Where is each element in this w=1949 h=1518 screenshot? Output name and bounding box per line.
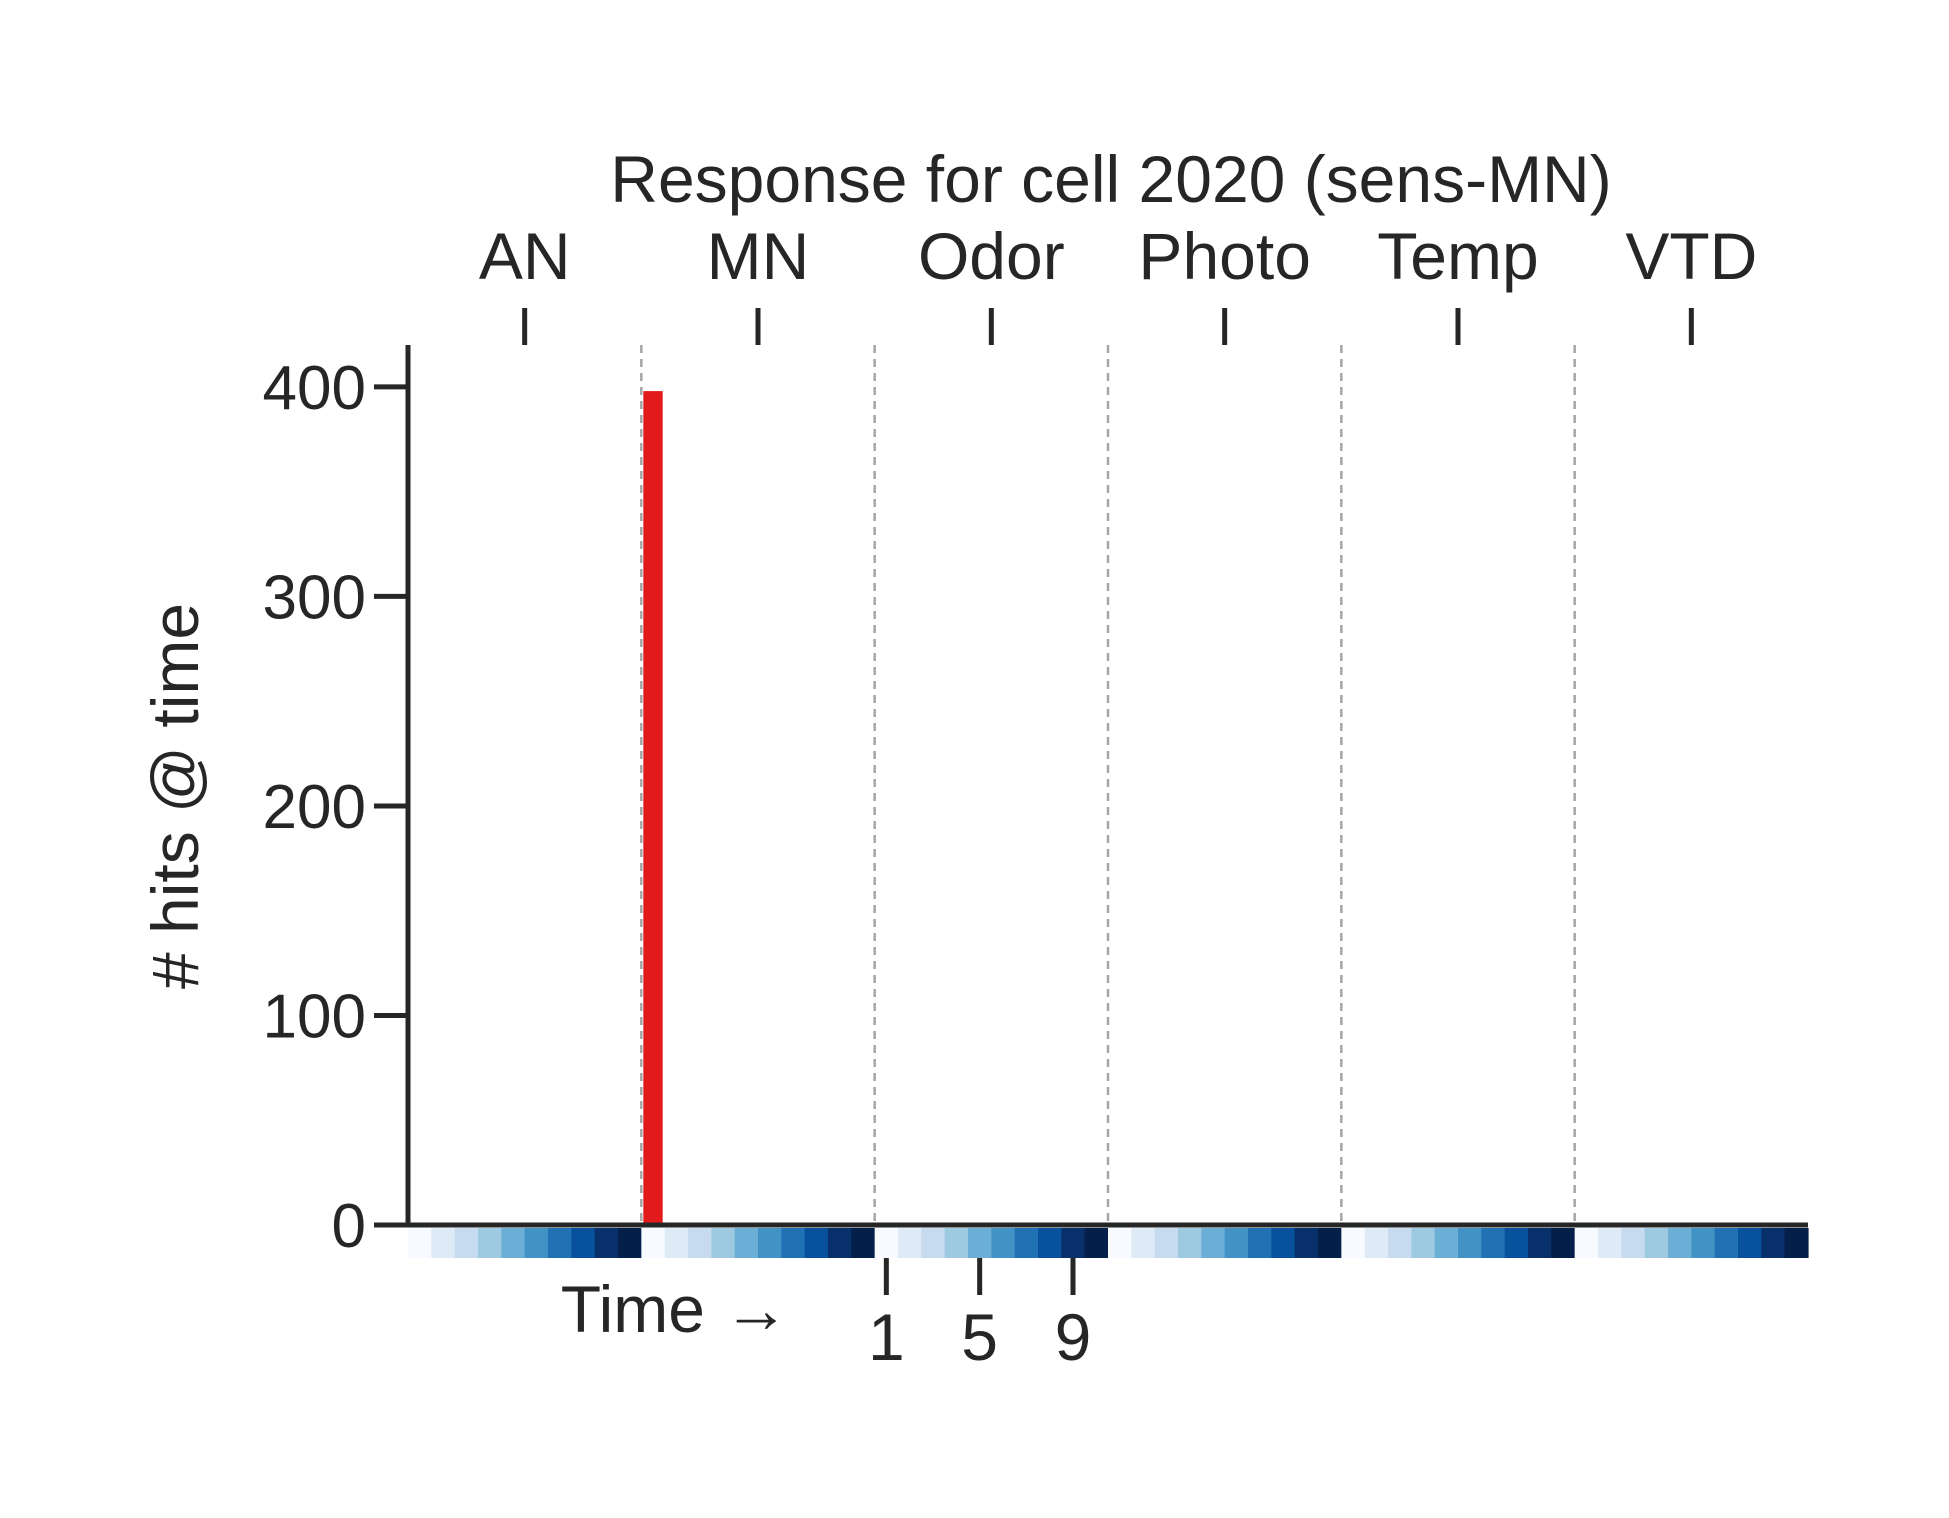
colorbar-cell <box>548 1228 572 1258</box>
colorbar-cell <box>1691 1228 1716 1258</box>
group-separators <box>640 345 1576 1225</box>
colorbar-cell <box>524 1228 549 1258</box>
colorbar-cell <box>898 1228 922 1258</box>
colorbar-cell <box>711 1228 736 1258</box>
group-label-photo: Photo <box>1138 219 1310 293</box>
time-tick-label: 1 <box>868 1300 905 1374</box>
colorbar-cell <box>804 1228 829 1258</box>
colorbar-cell <box>1154 1228 1179 1258</box>
colorbar-cell <box>664 1228 689 1258</box>
colorbar-cell <box>1644 1228 1669 1258</box>
colorbar-cell <box>1341 1228 1366 1258</box>
colorbar-cell <box>571 1228 596 1258</box>
group-label-odor: Odor <box>918 219 1065 293</box>
colorbar-cell <box>1178 1228 1202 1258</box>
colorbar-cell <box>478 1228 502 1258</box>
colorbar-cell <box>991 1228 1016 1258</box>
colorbar-cell <box>1528 1228 1552 1258</box>
time-tick-label: 9 <box>1055 1300 1092 1374</box>
colorbar-cell <box>758 1228 782 1258</box>
group-ticks: AN MN Odor Photo Temp VTD <box>479 219 1757 345</box>
colorbar-cell <box>968 1228 992 1258</box>
group-label-mn: MN <box>707 219 810 293</box>
chart-title: Response for cell 2020 (sens-MN) <box>610 142 1611 216</box>
y-tick-label: 400 <box>263 354 366 423</box>
colorbar-cell <box>851 1228 876 1258</box>
group-label-an: AN <box>479 219 571 293</box>
bars <box>643 391 663 1226</box>
colorbar-cell <box>1271 1228 1296 1258</box>
colorbar-cell <box>1318 1228 1342 1258</box>
time-tick-label: 5 <box>961 1300 998 1374</box>
colorbar-cell <box>1248 1228 1272 1258</box>
colorbar-cell <box>1131 1228 1156 1258</box>
colorbar-cell <box>1038 1228 1062 1258</box>
colorbar-cell <box>1551 1228 1576 1258</box>
colorbar-cell <box>688 1228 712 1258</box>
colorbar-cell <box>594 1228 619 1258</box>
colorbar-cell <box>1504 1228 1529 1258</box>
colorbar-cell <box>1364 1228 1389 1258</box>
colorbar-cell <box>1108 1228 1132 1258</box>
colorbar-cell <box>781 1228 806 1258</box>
colorbar-cell <box>1084 1228 1109 1258</box>
x-axis-label: Time → <box>561 1272 790 1346</box>
colorbar-cell <box>1411 1228 1436 1258</box>
colorbar-cell <box>431 1228 456 1258</box>
colorbar-cell <box>1014 1228 1039 1258</box>
colorbar-cell <box>1481 1228 1506 1258</box>
y-axis-label: # hits @ time <box>138 603 212 989</box>
colorbar-cell <box>1294 1228 1319 1258</box>
group-label-temp: Temp <box>1377 219 1538 293</box>
colorbar-cell <box>454 1228 479 1258</box>
colorbar-cell <box>1784 1228 1809 1258</box>
colorbar-cell <box>1201 1228 1226 1258</box>
colorbar-cell <box>641 1228 666 1258</box>
colorbar-cell <box>408 1228 432 1258</box>
axes <box>405 345 1808 1228</box>
colorbar-cell <box>828 1228 852 1258</box>
y-tick-label: 0 <box>332 1192 366 1261</box>
colorbar-cell <box>1738 1228 1762 1258</box>
colorbar-cell <box>1574 1228 1599 1258</box>
colorbar-cell <box>1598 1228 1622 1258</box>
colorbar-cell <box>1761 1228 1786 1258</box>
colorbar-cell <box>944 1228 969 1258</box>
y-tick-label: 200 <box>263 773 366 842</box>
group-label-vtd: VTD <box>1625 219 1757 293</box>
y-ticks: 0 100 200 300 400 <box>263 354 408 1261</box>
colorbar-cell <box>1434 1228 1459 1258</box>
colorbar-cell <box>921 1228 946 1258</box>
colorbar-cell <box>501 1228 526 1258</box>
colorbar-cell <box>1388 1228 1412 1258</box>
colorbar-cell <box>734 1228 759 1258</box>
colorbar-cell <box>1668 1228 1692 1258</box>
colorbar-cell <box>618 1228 642 1258</box>
colorbar-cell <box>1061 1228 1086 1258</box>
colorbar-cell <box>874 1228 899 1258</box>
colorbar-cell <box>1224 1228 1249 1258</box>
colorbar-cell <box>1621 1228 1646 1258</box>
bar <box>643 391 663 1226</box>
colorbar-cell <box>1714 1228 1739 1258</box>
y-tick-label: 100 <box>263 982 366 1051</box>
y-tick-label: 300 <box>263 563 366 632</box>
time-colorbar <box>408 1228 1809 1258</box>
colorbar-cell <box>1458 1228 1482 1258</box>
